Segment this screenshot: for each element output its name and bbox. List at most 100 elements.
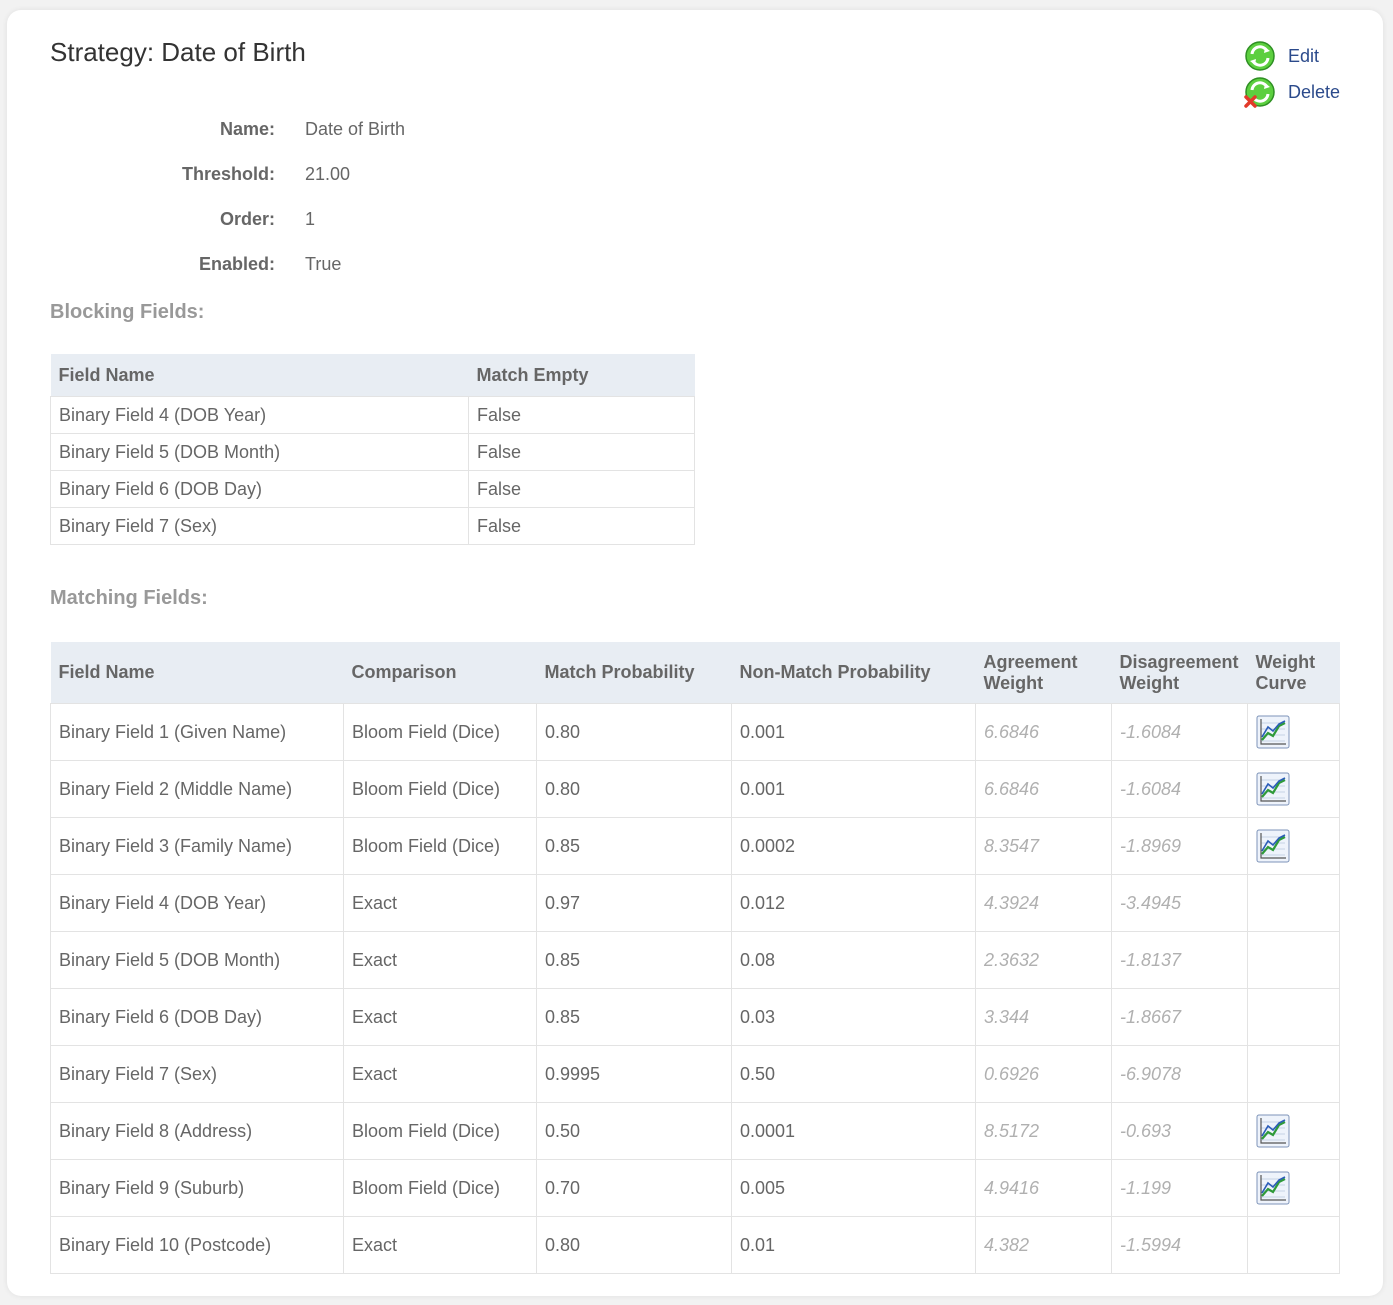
cell-weight-curve <box>1247 760 1340 818</box>
cell-weight-curve <box>1247 931 1340 989</box>
column-header-match-empty: Match Empty <box>468 354 695 397</box>
strategy-properties: Name: Date of Birth Threshold: 21.00 Ord… <box>50 107 405 287</box>
cell-match-probability: 0.85 <box>536 988 732 1046</box>
table-row: Binary Field 5 (DOB Month) False <box>50 433 695 471</box>
cell-match-probability: 0.70 <box>536 1159 732 1217</box>
cell-field-name: Binary Field 10 (Postcode) <box>50 1216 344 1274</box>
table-row: Binary Field 7 (Sex) Exact 0.9995 0.50 0.692… <box>50 1045 1340 1103</box>
cell-weight-curve <box>1247 1216 1340 1274</box>
cell-weight-curve <box>1247 1159 1340 1217</box>
cell-match-probability: 0.80 <box>536 760 732 818</box>
delete-button[interactable]: Delete <box>1243 74 1340 110</box>
edit-label[interactable]: Edit <box>1288 45 1320 66</box>
cell-match-empty: False <box>468 396 695 434</box>
table-row: Binary Field 8 (Address) Bloom Field (Dic… <box>50 1102 1340 1160</box>
table-row: Binary Field 9 (Suburb) Bloom Field (Dice… <box>50 1159 1340 1217</box>
property-value: True <box>305 254 342 274</box>
line-chart-icon[interactable] <box>1256 1171 1290 1205</box>
cell-field-name: Binary Field 7 (Sex) <box>50 1045 344 1103</box>
property-order: Order: 1 <box>50 197 405 242</box>
cell-field-name: Binary Field 4 (DOB Year) <box>50 396 469 434</box>
delete-refresh-icon <box>1243 75 1277 109</box>
cell-non-match-probability: 0.001 <box>731 703 976 761</box>
cell-disagreement-weight: -1.199 <box>1111 1159 1248 1217</box>
delete-label[interactable]: Delete <box>1288 81 1341 102</box>
cell-comparison: Exact <box>343 874 537 932</box>
table-row: Binary Field 6 (DOB Day) False <box>50 470 695 508</box>
cell-non-match-probability: 0.01 <box>731 1216 976 1274</box>
cell-agreement-weight: 6.6846 <box>975 703 1112 761</box>
column-header-comparison: Comparison <box>343 642 537 704</box>
cell-field-name: Binary Field 4 (DOB Year) <box>50 874 344 932</box>
property-label: Enabled: <box>198 254 275 274</box>
table-row: Binary Field 10 (Postcode) Exact 0.80 0.01 4… <box>50 1216 1340 1274</box>
cell-agreement-weight: 4.382 <box>975 1216 1112 1274</box>
property-value: Date of Birth <box>305 119 406 139</box>
table-row: Binary Field 7 (Sex) False <box>50 507 695 545</box>
column-header-non-match-probability: Non-Match Probability <box>731 642 976 704</box>
property-label: Order: <box>219 209 275 229</box>
cell-comparison: Exact <box>343 1216 537 1274</box>
cell-comparison: Bloom Field (Dice) <box>343 1159 537 1217</box>
cell-weight-curve <box>1247 703 1340 761</box>
cell-non-match-probability: 0.08 <box>731 931 976 989</box>
property-value: 21.00 <box>305 164 351 184</box>
line-chart-icon[interactable] <box>1256 772 1290 806</box>
cell-disagreement-weight: -3.4945 <box>1111 874 1248 932</box>
cell-non-match-probability: 0.0002 <box>731 817 976 875</box>
cell-weight-curve <box>1247 1045 1340 1103</box>
cell-agreement-weight: 4.3924 <box>975 874 1112 932</box>
cell-disagreement-weight: -6.9078 <box>1111 1045 1248 1103</box>
table-header-row: Field Name Comparison Match Probability … <box>50 642 1340 704</box>
cell-non-match-probability: 0.001 <box>731 760 976 818</box>
edit-refresh-icon <box>1243 39 1277 73</box>
cell-non-match-probability: 0.50 <box>731 1045 976 1103</box>
column-header-disagreement-weight: Disagreement Weight <box>1111 642 1248 704</box>
cell-non-match-probability: 0.03 <box>731 988 976 1046</box>
column-header-field-name: Field Name <box>50 642 344 704</box>
page-title: Strategy: Date of Birth <box>50 37 306 67</box>
cell-agreement-weight: 3.344 <box>975 988 1112 1046</box>
cell-disagreement-weight: -1.8137 <box>1111 931 1248 989</box>
actions-panel: Edit Delete <box>1243 38 1340 110</box>
cell-field-name: Binary Field 5 (DOB Month) <box>50 931 344 989</box>
cell-match-probability: 0.97 <box>536 874 732 932</box>
cell-weight-curve <box>1247 988 1340 1046</box>
cell-disagreement-weight: -0.693 <box>1111 1102 1248 1160</box>
cell-non-match-probability: 0.005 <box>731 1159 976 1217</box>
line-chart-icon[interactable] <box>1256 715 1290 749</box>
cell-weight-curve <box>1247 1102 1340 1160</box>
column-header-agreement-weight: Agreement Weight <box>975 642 1112 704</box>
cell-agreement-weight: 0.6926 <box>975 1045 1112 1103</box>
cell-disagreement-weight: -1.5994 <box>1111 1216 1248 1274</box>
property-value: 1 <box>305 209 316 229</box>
cell-field-name: Binary Field 5 (DOB Month) <box>50 433 469 471</box>
cell-match-probability: 0.85 <box>536 931 732 989</box>
cell-agreement-weight: 8.5172 <box>975 1102 1112 1160</box>
column-header-match-probability: Match Probability <box>536 642 732 704</box>
cell-disagreement-weight: -1.8969 <box>1111 817 1248 875</box>
edit-button[interactable]: Edit <box>1243 38 1340 74</box>
cell-comparison: Bloom Field (Dice) <box>343 760 537 818</box>
table-row: Binary Field 2 (Middle Name) Bloom Field … <box>50 760 1340 818</box>
cell-field-name: Binary Field 2 (Middle Name) <box>50 760 344 818</box>
cell-field-name: Binary Field 9 (Suburb) <box>50 1159 344 1217</box>
cell-comparison: Exact <box>343 931 537 989</box>
cell-agreement-weight: 2.3632 <box>975 931 1112 989</box>
matching-fields-table: Field Name Comparison Match Probability … <box>50 642 1340 1274</box>
cell-match-probability: 0.85 <box>536 817 732 875</box>
cell-agreement-weight: 8.3547 <box>975 817 1112 875</box>
cell-field-name: Binary Field 1 (Given Name) <box>50 703 344 761</box>
cell-non-match-probability: 0.012 <box>731 874 976 932</box>
strategy-card: Strategy: Date of Birth Edit <box>7 10 1383 1296</box>
line-chart-icon[interactable] <box>1256 1114 1290 1148</box>
cell-agreement-weight: 4.9416 <box>975 1159 1112 1217</box>
cell-match-probability: 0.50 <box>536 1102 732 1160</box>
cell-field-name: Binary Field 3 (Family Name) <box>50 817 344 875</box>
cell-match-probability: 0.9995 <box>536 1045 732 1103</box>
cell-weight-curve <box>1247 817 1340 875</box>
cell-match-empty: False <box>468 433 695 471</box>
cell-disagreement-weight: -1.6084 <box>1111 760 1248 818</box>
line-chart-icon[interactable] <box>1256 829 1290 863</box>
property-label: Threshold: <box>182 164 275 184</box>
